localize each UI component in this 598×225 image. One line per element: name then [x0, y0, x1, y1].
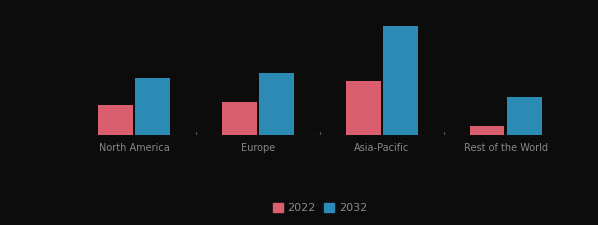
- Bar: [98, 105, 133, 135]
- Bar: [470, 126, 505, 135]
- Bar: [383, 26, 418, 135]
- Legend: 2022, 2032: 2022, 2032: [269, 198, 371, 218]
- Bar: [260, 73, 294, 135]
- Bar: [222, 102, 257, 135]
- Bar: [346, 81, 380, 135]
- Bar: [135, 79, 170, 135]
- Bar: [507, 97, 542, 135]
